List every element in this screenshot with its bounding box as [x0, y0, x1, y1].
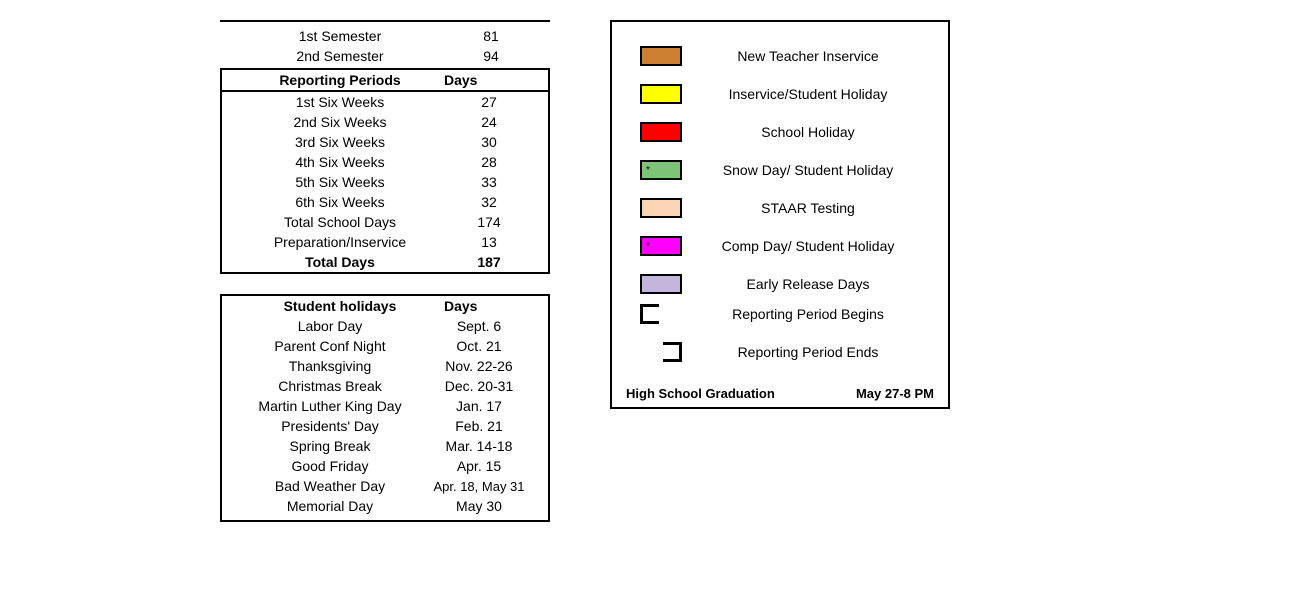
holiday-value: Jan. 17 [424, 398, 534, 414]
table-row-label: 1st Six Weeks [236, 94, 444, 110]
holiday-value: Dec. 20-31 [424, 378, 534, 394]
table-row-label: Total School Days [236, 214, 444, 230]
table-row-value: 30 [444, 134, 534, 150]
holiday-label: Parent Conf Night [236, 338, 424, 354]
table-row-value: 27 [444, 94, 534, 110]
holiday-label: Thanksgiving [236, 358, 424, 374]
table-row-label: 4th Six Weeks [236, 154, 444, 170]
legend-label: School Holiday [702, 124, 934, 140]
table-row-label: 2nd Six Weeks [236, 114, 444, 130]
table-row-label: Preparation/Inservice [236, 234, 444, 250]
table-row-value: 24 [444, 114, 534, 130]
graduation-value: May 27-8 PM [856, 386, 934, 401]
reporting-header-days: Days [444, 72, 534, 88]
holidays-header-days: Days [444, 298, 534, 314]
legend-swatch [640, 122, 682, 142]
table-row-value: 174 [444, 214, 534, 230]
total-days-label: Total Days [236, 254, 444, 270]
table-row-label: 6th Six Weeks [236, 194, 444, 210]
holiday-label: Labor Day [236, 318, 424, 334]
legend-swatch: * [640, 236, 682, 256]
legend-swatch [640, 46, 682, 66]
holiday-value: May 30 [424, 498, 534, 514]
holiday-value: Sept. 6 [424, 318, 534, 334]
table-row-value: 13 [444, 234, 534, 250]
legend-label: STAAR Testing [702, 200, 934, 216]
legend-swatch [640, 198, 682, 218]
legend-swatch [640, 84, 682, 104]
holiday-value: Apr. 15 [424, 458, 534, 474]
legend-label: Inservice/Student Holiday [702, 86, 934, 102]
table-row-value: 33 [444, 174, 534, 190]
legend-panel: New Teacher Inservice Inservice/Student H… [610, 20, 950, 409]
legend-label: Comp Day/ Student Holiday [702, 238, 934, 254]
total-days-value: 187 [444, 254, 534, 270]
holiday-label: Christmas Break [236, 378, 424, 394]
holiday-label: Memorial Day [236, 498, 424, 514]
legend-label: New Teacher Inservice [702, 48, 934, 64]
legend-label: Early Release Days [702, 276, 934, 292]
semester-value: 94 [446, 48, 536, 64]
legend-label: Reporting Period Begins [702, 306, 934, 322]
student-holidays-table: Student holidays Days Labor DaySept. 6 P… [220, 294, 550, 522]
holiday-label: Bad Weather Day [236, 478, 424, 494]
period-ends-icon [640, 342, 682, 362]
legend-label: Reporting Period Ends [702, 344, 934, 360]
holiday-value: Nov. 22-26 [424, 358, 534, 374]
period-begins-icon [640, 304, 682, 324]
legend-swatch [640, 274, 682, 294]
holiday-label: Presidents' Day [236, 418, 424, 434]
holiday-value: Feb. 21 [424, 418, 534, 434]
holiday-label: Spring Break [236, 438, 424, 454]
semester-label: 1st Semester [234, 28, 446, 44]
holiday-value: Apr. 18, May 31 [424, 479, 534, 494]
reporting-header-periods: Reporting Periods [236, 72, 444, 88]
holiday-value: Mar. 14-18 [424, 438, 534, 454]
holiday-label: Good Friday [236, 458, 424, 474]
table-row-label: 5th Six Weeks [236, 174, 444, 190]
holidays-header-label: Student holidays [236, 298, 444, 314]
semester-value: 81 [446, 28, 536, 44]
semester-label: 2nd Semester [234, 48, 446, 64]
graduation-label: High School Graduation [626, 386, 856, 401]
semesters-table: 1st Semester 81 2nd Semester 94 [220, 20, 550, 68]
table-row-value: 28 [444, 154, 534, 170]
legend-label: Snow Day/ Student Holiday [702, 162, 934, 178]
table-row-label: 3rd Six Weeks [236, 134, 444, 150]
table-row-value: 32 [444, 194, 534, 210]
holiday-value: Oct. 21 [424, 338, 534, 354]
legend-swatch: * [640, 160, 682, 180]
reporting-periods-table: Reporting Periods Days 1st Six Weeks27 2… [220, 68, 550, 274]
holiday-label: Martin Luther King Day [236, 398, 424, 414]
